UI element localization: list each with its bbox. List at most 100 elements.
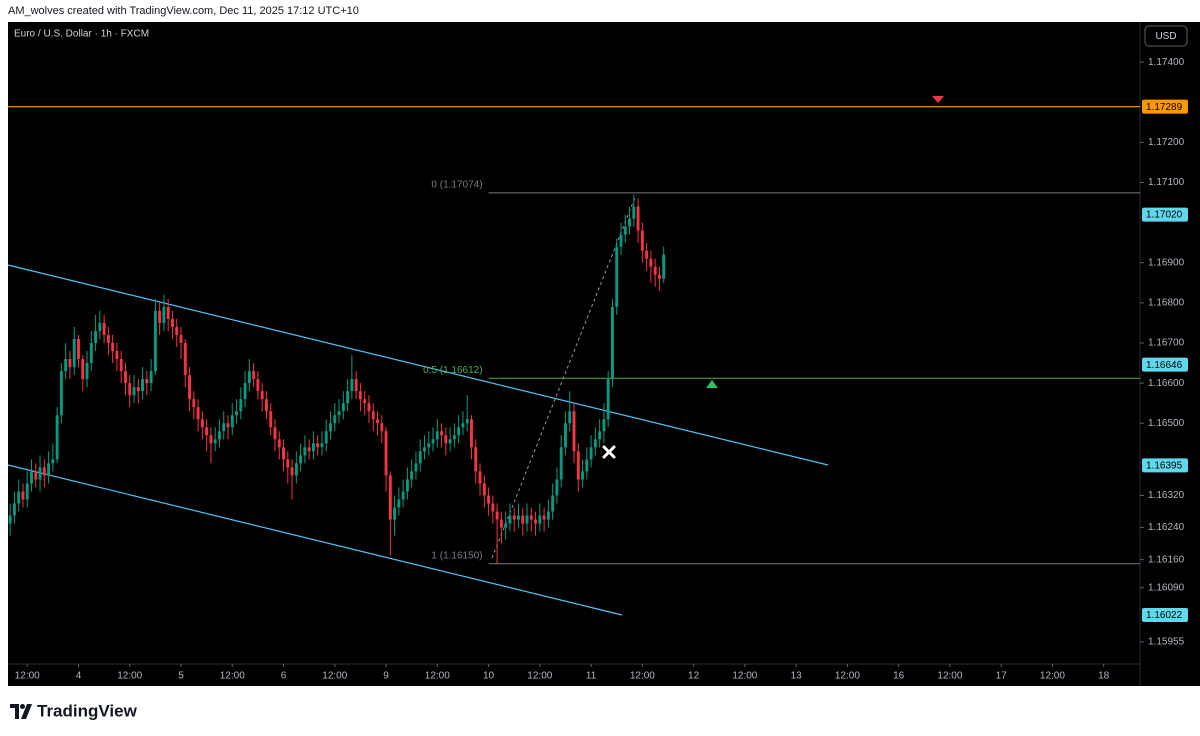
candle-body <box>388 475 392 520</box>
candle-body <box>636 206 640 231</box>
candle-body <box>102 322 106 335</box>
candle-body <box>435 431 439 440</box>
candle-body <box>491 503 495 512</box>
candle-body <box>299 455 303 464</box>
x-tick-label: 12:00 <box>937 671 962 682</box>
y-tick-label: 1.16900 <box>1148 257 1185 268</box>
candle-body <box>42 467 46 476</box>
candle-body <box>534 519 538 524</box>
candle-body <box>286 459 290 468</box>
candle-body <box>495 511 499 520</box>
candle-body <box>192 399 196 408</box>
candle-body <box>316 443 320 448</box>
candle-body <box>226 423 230 428</box>
candle-body <box>645 250 649 259</box>
candle-body <box>423 447 426 452</box>
fib-level-label: 1 (1.16150) <box>431 550 482 561</box>
candle-body <box>205 427 209 436</box>
candle-body <box>585 459 589 472</box>
candle-body <box>380 423 384 432</box>
x-tick-label: 16 <box>893 671 905 682</box>
candle-body <box>657 274 661 279</box>
candle-body <box>311 443 315 452</box>
candle-body <box>508 515 512 524</box>
candle-body <box>474 447 478 472</box>
candle-body <box>72 338 76 368</box>
y-tick-label: 1.16800 <box>1148 298 1185 309</box>
y-tick-label: 1.16160 <box>1148 554 1185 565</box>
candle-body <box>94 330 98 343</box>
candle-body <box>260 391 264 400</box>
candle-body <box>653 266 657 275</box>
x-tick-label: 11 <box>586 671 597 682</box>
logo-icon <box>10 704 32 719</box>
candle-body <box>504 523 508 528</box>
y-tick-label: 1.16090 <box>1148 582 1185 593</box>
candle-body <box>568 411 572 424</box>
candle-body <box>371 411 375 420</box>
x-tick-label: 13 <box>791 671 803 682</box>
candle-body <box>346 391 350 404</box>
candle-body <box>410 471 414 480</box>
candle-body <box>418 451 422 464</box>
candle-body <box>243 383 247 400</box>
candle-body <box>589 447 593 460</box>
candle-body <box>282 447 285 460</box>
candle-body <box>89 343 93 364</box>
candle-body <box>188 375 191 400</box>
candle-body <box>358 391 362 400</box>
candle-body <box>487 495 491 504</box>
candle-body <box>320 443 324 448</box>
currency-label[interactable]: USD <box>1155 31 1176 42</box>
candle-body <box>51 459 55 464</box>
candle-body <box>517 515 520 520</box>
candle-body <box>576 451 580 480</box>
candle-body <box>521 515 525 524</box>
x-tick-label: 9 <box>383 671 389 682</box>
candle-body <box>551 495 555 512</box>
candle-body <box>628 218 631 227</box>
candle-body <box>564 423 567 448</box>
fib-level-label: 0.5 (1.16612) <box>423 365 483 376</box>
candle-body <box>512 515 516 520</box>
candle-body <box>136 387 140 392</box>
y-tick-label: 1.16320 <box>1148 490 1185 501</box>
y-tick-label: 1.16240 <box>1148 522 1185 533</box>
candle-body <box>59 371 63 416</box>
candle-body <box>367 403 371 412</box>
chart-title: AM_wolves created with TradingView.com, … <box>8 5 359 17</box>
candle-body <box>555 479 559 496</box>
candle-body <box>222 423 226 432</box>
candle-body <box>132 387 136 396</box>
candle-body <box>230 415 234 428</box>
candle-body <box>376 419 379 424</box>
candle-body <box>610 306 614 380</box>
candle-body <box>239 399 243 412</box>
candle-body <box>64 359 68 372</box>
candle-body <box>397 499 401 508</box>
x-tick-label: 12:00 <box>117 671 142 682</box>
fib-level-label: 0 (1.17074) <box>431 180 482 191</box>
candle-body <box>303 447 307 456</box>
candle-body <box>606 379 610 420</box>
candle-body <box>34 471 38 480</box>
candle-body <box>461 423 465 428</box>
candle-body <box>25 483 29 500</box>
price-label-text: 1.16022 <box>1146 610 1183 621</box>
candle-body <box>213 439 217 444</box>
candle-body <box>640 230 644 251</box>
candle-body <box>529 515 533 520</box>
candle-body <box>405 479 409 492</box>
x-tick-label: 10 <box>483 671 495 682</box>
channel-lower <box>7 464 623 616</box>
plot-area: 0 (1.17074) 0.5 (1.16612) 1 (1.16150) <box>8 106 1140 565</box>
candle-body <box>546 511 550 520</box>
candle-body <box>401 491 405 500</box>
currency-button[interactable] <box>1144 25 1188 47</box>
x-tick-label: 12:00 <box>527 671 552 682</box>
candle-body <box>145 379 149 384</box>
candle-body <box>235 411 238 416</box>
candle-body <box>440 431 444 436</box>
candle-body <box>179 334 183 343</box>
